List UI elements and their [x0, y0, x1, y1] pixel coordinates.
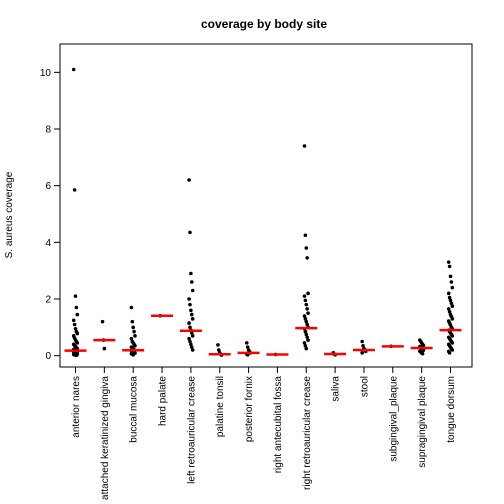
- data-point: [76, 313, 80, 317]
- data-point: [451, 317, 455, 321]
- data-point: [451, 286, 455, 290]
- data-point: [451, 348, 455, 352]
- y-axis: 0 2 4 6 8 10: [40, 68, 60, 362]
- data-point: [73, 323, 77, 327]
- data-point: [131, 353, 135, 357]
- x-axis: anterior nares attached keratinized gingi…: [71, 367, 457, 500]
- x-tick-label: subgingival_plaque: [388, 376, 399, 462]
- plot-frame: [60, 44, 472, 367]
- data-point: [447, 292, 451, 296]
- data-point: [304, 233, 308, 237]
- data-point: [448, 351, 452, 355]
- data-point: [451, 304, 455, 308]
- y-tick-label: 10: [40, 68, 52, 79]
- data-point: [449, 275, 453, 279]
- data-point: [360, 340, 364, 344]
- x-tick-label: tongue dorsum: [446, 376, 457, 443]
- data-point: [133, 334, 137, 338]
- data-point: [76, 341, 80, 345]
- data-point: [131, 326, 135, 330]
- data-point: [191, 334, 195, 338]
- data-point: [72, 68, 76, 72]
- y-tick-label: 0: [45, 351, 51, 362]
- data-point: [103, 347, 107, 351]
- data-point: [305, 307, 309, 311]
- data-point: [130, 306, 134, 310]
- x-tick-label: right antecubital fossa: [273, 376, 284, 474]
- data-point: [75, 306, 79, 310]
- x-tick-label: hard palate: [158, 376, 169, 426]
- data-point: [303, 294, 307, 298]
- data-point: [303, 144, 307, 148]
- data-point: [187, 178, 191, 182]
- y-tick-label: 4: [45, 238, 51, 249]
- data-point: [451, 341, 455, 345]
- data-point: [132, 330, 136, 334]
- y-tick-label: 6: [45, 181, 51, 192]
- x-tick-label: left retroauricular crease: [186, 376, 197, 484]
- data-point: [191, 289, 195, 293]
- data-point: [450, 280, 454, 284]
- x-tick-label: buccal mucosa: [129, 376, 140, 443]
- data-point: [130, 320, 134, 324]
- chart-title: coverage by body site: [201, 17, 327, 31]
- data-point: [189, 272, 193, 276]
- x-tick-label: right retroauricular crease: [302, 376, 313, 490]
- x-tick-label: attached keratinized gingiva: [100, 376, 111, 500]
- x-tick-label: posterior fornix: [244, 376, 255, 442]
- data-point: [190, 280, 194, 284]
- data-point: [189, 309, 193, 313]
- data-point: [245, 341, 249, 345]
- x-tick-label: supragingival plaque: [417, 376, 428, 468]
- data-point: [187, 297, 191, 301]
- data-point: [190, 313, 194, 317]
- x-tick-label: palatine tonsil: [215, 376, 226, 437]
- data-point: [73, 188, 77, 192]
- data-point: [305, 256, 309, 260]
- data-point: [304, 347, 308, 351]
- data-point: [191, 317, 195, 321]
- data-point: [421, 352, 425, 356]
- data-point: [188, 303, 192, 307]
- x-tick-label: anterior nares: [71, 376, 82, 438]
- data-points: [72, 68, 454, 357]
- x-tick-label: stool: [359, 376, 370, 397]
- data-point: [216, 343, 220, 347]
- data-point: [447, 260, 451, 264]
- data-point: [304, 303, 308, 307]
- data-point: [306, 292, 310, 296]
- y-axis-label: S. aureus coverage: [4, 171, 15, 258]
- data-point: [306, 338, 310, 342]
- data-point: [304, 299, 308, 303]
- data-point: [75, 354, 79, 358]
- y-tick-label: 2: [45, 295, 51, 306]
- data-point: [448, 265, 452, 269]
- data-point: [76, 332, 80, 336]
- data-point: [306, 311, 310, 315]
- data-point: [188, 231, 192, 235]
- data-point: [74, 294, 78, 298]
- data-point: [360, 351, 364, 355]
- data-point: [304, 246, 308, 250]
- data-point: [101, 320, 105, 324]
- data-point: [72, 318, 76, 322]
- data-point: [187, 321, 191, 325]
- x-tick-label: saliva: [331, 376, 342, 402]
- data-point: [191, 348, 195, 352]
- data-point: [451, 334, 455, 338]
- y-tick-label: 8: [45, 125, 51, 136]
- median-markers: [65, 316, 462, 355]
